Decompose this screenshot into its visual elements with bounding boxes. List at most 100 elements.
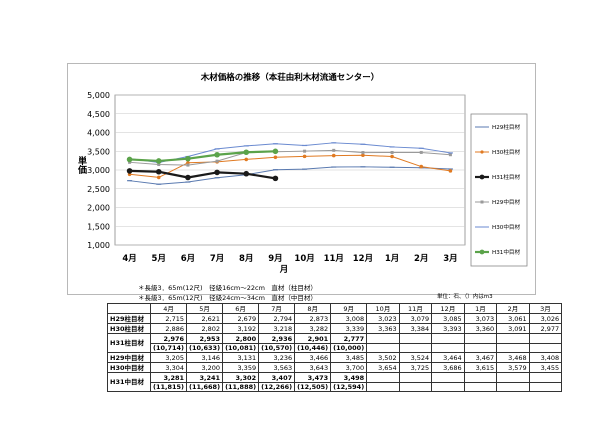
table-corner: [107, 303, 151, 314]
table-cell: [528, 372, 563, 383]
table-cell: [366, 333, 400, 344]
legend-label: H31中目材: [492, 248, 521, 256]
table-cell: 3,643: [294, 362, 332, 373]
y-tick-label: 5,000: [87, 91, 110, 100]
table-cell: 3,384: [398, 323, 433, 334]
table-cell: 3,473: [294, 372, 332, 383]
data-point: [448, 153, 452, 157]
table-cell-volume: [463, 382, 498, 392]
table-cell: 3,563: [258, 362, 296, 373]
x-tick-label: 9月: [268, 254, 282, 264]
table-cell-volume: [496, 382, 530, 392]
legend: [470, 113, 528, 267]
table-cell: 2,777: [330, 333, 368, 344]
table-header-cell: 2月: [496, 303, 530, 314]
data-point: [390, 154, 394, 159]
table-cell: [431, 372, 465, 383]
table-header-cell: 5月: [186, 303, 224, 314]
table-cell: 2,901: [294, 333, 332, 344]
legend-label: H29柱目材: [492, 123, 521, 131]
data-point: [419, 164, 424, 169]
table-cell: 3,485: [330, 352, 368, 363]
data-point: [273, 155, 278, 160]
table-cell: 3,023: [366, 313, 400, 324]
table-cell: 3,466: [294, 352, 332, 363]
table-cell-volume: [398, 343, 433, 353]
table-cell: 2,977: [528, 323, 563, 334]
table-cell: [528, 333, 563, 344]
table-cell: 2,936: [258, 333, 296, 344]
unit-note: 単位：石、（）内はm3: [437, 294, 493, 300]
table-cell-volume: (10,570): [258, 343, 296, 353]
table-cell: 3,498: [330, 372, 368, 383]
row-label: H30中目材: [107, 362, 151, 373]
table-cell-volume: [366, 382, 400, 392]
data-point: [361, 151, 365, 155]
data-point: [126, 168, 133, 174]
y-tick-label: 4,500: [87, 110, 110, 119]
table-cell: [398, 372, 433, 383]
table-cell: 3,363: [366, 323, 400, 334]
table-cell-volume: (10,633): [186, 343, 224, 353]
table-header-row: 4月 5月 6月 7月 8月 9月 10月 11月 12月 1月 2月 3月: [107, 303, 563, 314]
x-tick-label: 4月: [122, 254, 136, 264]
table-header-cell: 7月: [258, 303, 296, 314]
table-cell: 3,146: [186, 352, 224, 363]
data-point: [302, 154, 307, 159]
data-point: [215, 159, 219, 163]
series-line: [129, 166, 451, 185]
data-point: [155, 158, 162, 164]
data-point: [361, 153, 365, 158]
data-point: [185, 174, 191, 181]
legend-label: H30中目材: [492, 223, 521, 231]
table-cell: 3,085: [431, 313, 465, 324]
legend-marker: [480, 200, 484, 204]
table-header-cell: 11月: [398, 303, 433, 314]
table-cell: 3,302: [222, 372, 260, 383]
series-line: [129, 142, 451, 163]
data-point: [244, 157, 249, 162]
table-cell-volume: [398, 382, 433, 392]
table-cell: 2,886: [149, 323, 188, 334]
table-header-cell: 1月: [463, 303, 498, 314]
table-header-cell: 6月: [222, 303, 260, 314]
table-cell: 3,073: [463, 313, 498, 324]
table-cell: 3,502: [366, 352, 400, 363]
table-cell: [463, 372, 498, 383]
table-cell: 3,131: [222, 352, 260, 363]
table-cell-volume: (10,714): [149, 343, 188, 353]
legend-marker: [480, 150, 484, 154]
table-cell: 3,241: [186, 372, 224, 383]
table-cell: 2,953: [186, 333, 224, 344]
legend-label: H30柱目材: [492, 148, 521, 156]
table-header-cell: 9月: [330, 303, 368, 314]
data-point: [390, 150, 394, 154]
y-tick-label: 1,000: [87, 241, 110, 250]
table-cell: 3,008: [330, 313, 368, 324]
table-cell: 3,455: [528, 362, 563, 373]
table-cell: 3,359: [222, 362, 260, 373]
table-cell: 3,524: [398, 352, 433, 363]
table-row-volume: (10,714) (10,633) (10,081) (10,570) (10,446)…: [108, 343, 563, 353]
x-tick-label: 11月: [324, 254, 344, 264]
y-tick-label: 2,000: [87, 204, 110, 213]
table-cell: 3,407: [258, 372, 296, 383]
table-cell: [366, 372, 400, 383]
table-cell: 2,802: [186, 323, 224, 334]
table-cell: 3,464: [431, 352, 465, 363]
table-cell: [496, 333, 530, 344]
data-point: [157, 163, 161, 167]
y-axis-label: 単価: [76, 155, 88, 175]
table-header-cell: 4月: [149, 303, 188, 314]
table-cell: 2,873: [294, 313, 332, 324]
table-cell: 3,026: [528, 313, 563, 324]
row-label: H31中目材: [107, 372, 151, 392]
x-tick-label: 5月: [152, 254, 166, 264]
table-cell: 3,200: [186, 362, 224, 373]
table-row: H31中目材 3,281 3,241 3,302 3,407 3,473 3,498: [107, 372, 563, 392]
chart-title: 木材価格の推移（本荘由利木材流通センター）: [200, 72, 380, 83]
x-axis-label: 月: [279, 265, 289, 275]
table-cell-volume: (12,594): [330, 382, 368, 392]
table-cell-volume: [366, 343, 400, 353]
x-tick-label: 6月: [181, 254, 195, 264]
